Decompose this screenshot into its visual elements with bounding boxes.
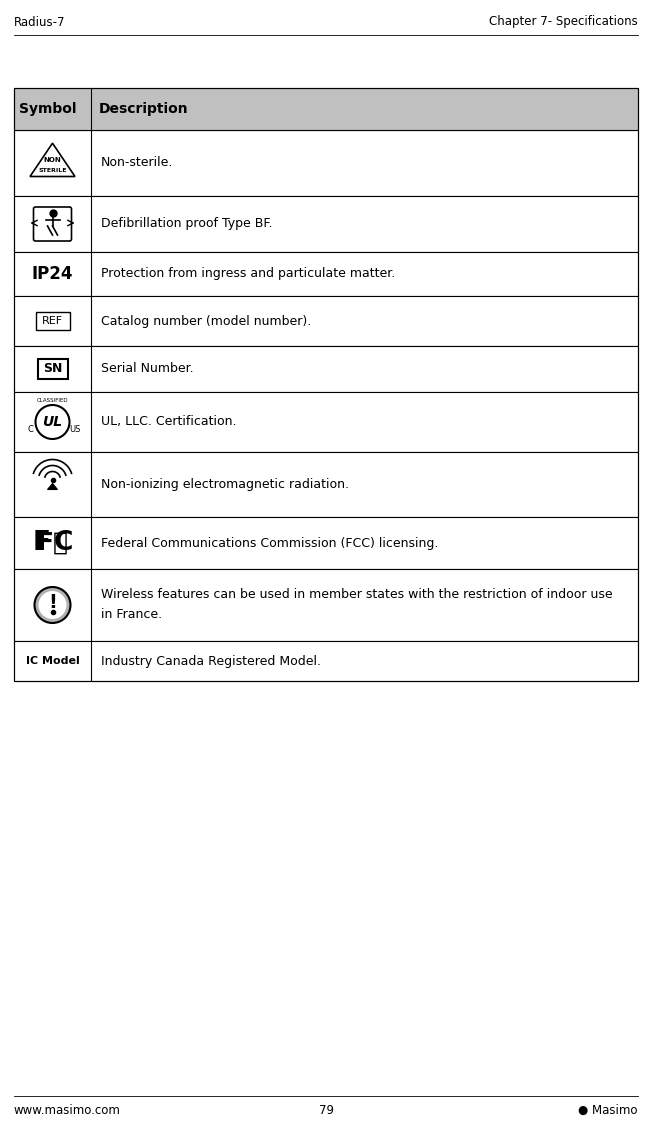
- Bar: [14, 252, 638, 296]
- Text: NON: NON: [44, 157, 61, 163]
- FancyBboxPatch shape: [33, 207, 72, 241]
- Bar: [14, 346, 638, 392]
- Circle shape: [38, 591, 67, 619]
- Text: STERILE: STERILE: [38, 169, 67, 173]
- Text: IC Model: IC Model: [25, 656, 80, 665]
- Text: REF: REF: [42, 316, 63, 327]
- Bar: [14, 517, 638, 569]
- Text: F: F: [33, 530, 50, 556]
- Bar: [38, 359, 68, 379]
- Text: Radius-7: Radius-7: [14, 16, 65, 28]
- Text: Industry Canada Registered Model.: Industry Canada Registered Model.: [101, 654, 321, 668]
- Bar: [14, 392, 638, 452]
- Text: Non-ionizing electromagnetic radiation.: Non-ionizing electromagnetic radiation.: [101, 479, 349, 491]
- Text: Defibrillation proof Type BF.: Defibrillation proof Type BF.: [101, 217, 273, 231]
- Text: in France.: in France.: [101, 608, 162, 622]
- Text: Non-sterile.: Non-sterile.: [101, 157, 173, 170]
- Text: Symbol: Symbol: [19, 102, 76, 116]
- Text: Federal Communications Commission (FCC) licensing.: Federal Communications Commission (FCC) …: [101, 536, 438, 549]
- Text: F⃀: F⃀: [37, 531, 68, 555]
- Text: Description: Description: [99, 102, 188, 116]
- Text: SN: SN: [43, 363, 62, 375]
- Bar: [14, 88, 638, 129]
- Text: www.masimo.com: www.masimo.com: [14, 1103, 121, 1117]
- Polygon shape: [48, 483, 57, 490]
- Text: IP24: IP24: [32, 265, 73, 283]
- Text: ● Masimo: ● Masimo: [578, 1103, 638, 1117]
- Text: Chapter 7- Specifications: Chapter 7- Specifications: [489, 16, 638, 28]
- Bar: [14, 296, 638, 346]
- Bar: [14, 129, 638, 196]
- Text: !: !: [48, 592, 57, 611]
- Text: Protection from ingress and particulate matter.: Protection from ingress and particulate …: [101, 268, 395, 280]
- Text: UL: UL: [42, 415, 63, 429]
- Text: Serial Number.: Serial Number.: [101, 363, 194, 375]
- Bar: [14, 196, 638, 252]
- Circle shape: [35, 587, 70, 623]
- Text: CLASSIFIED: CLASSIFIED: [37, 397, 68, 402]
- Bar: [14, 452, 638, 517]
- Text: UL, LLC. Certification.: UL, LLC. Certification.: [101, 415, 237, 429]
- Bar: [14, 641, 638, 681]
- Text: Wireless features can be used in member states with the restriction of indoor us: Wireless features can be used in member …: [101, 589, 613, 601]
- Text: US: US: [69, 426, 80, 435]
- Text: 79: 79: [318, 1103, 334, 1117]
- Text: C: C: [27, 426, 33, 435]
- Bar: [14, 569, 638, 641]
- Text: C: C: [53, 530, 73, 556]
- Bar: [35, 312, 70, 330]
- Text: Catalog number (model number).: Catalog number (model number).: [101, 314, 311, 328]
- Bar: [14, 88, 638, 681]
